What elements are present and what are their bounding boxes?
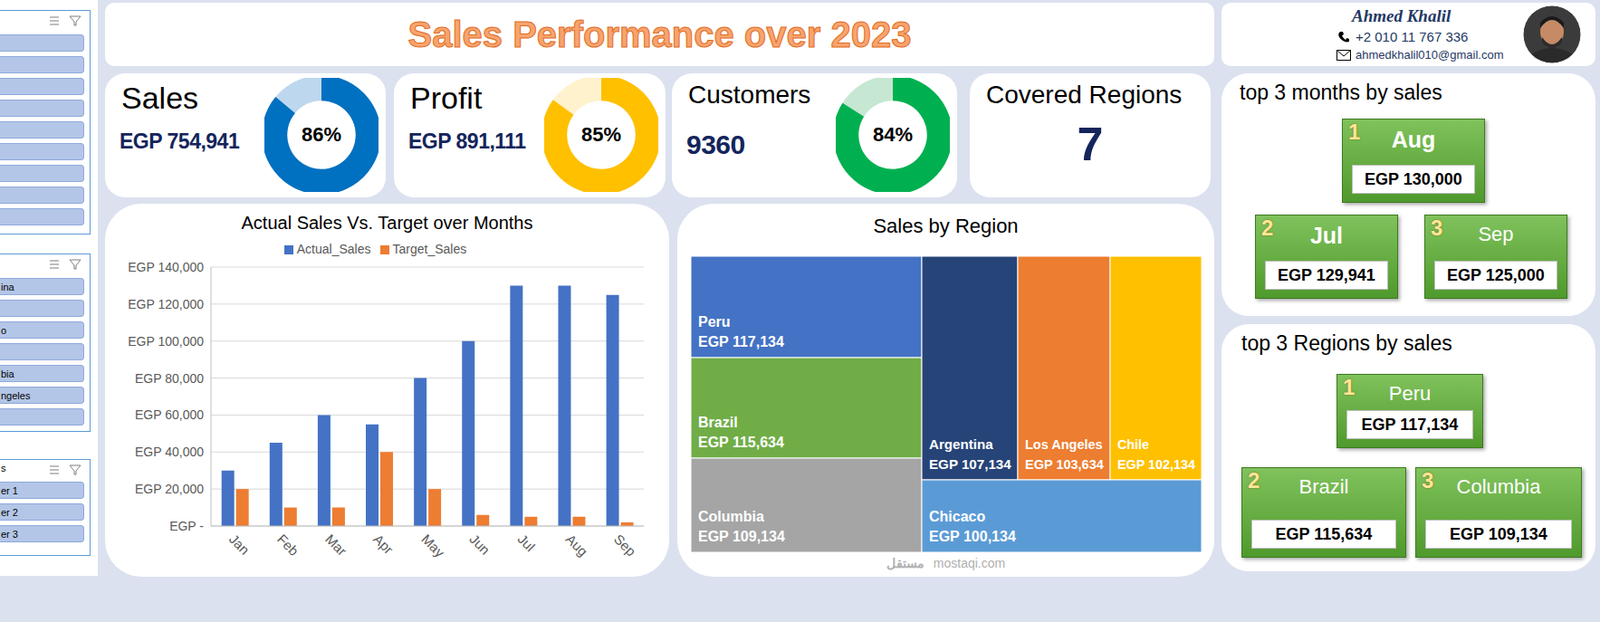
html-text:Sales by Region: Sales by Region [873, 214, 1019, 238]
svg-text:Jul: Jul [515, 531, 539, 556]
svg-text:EGP 107,134: EGP 107,134 [929, 456, 1012, 472]
html-text:EGP 891,111: EGP 891,111 [408, 129, 526, 154]
html-text:EGP 129,941: EGP 129,941 [1277, 266, 1376, 285]
html-text:ahmedkhalil010@gmail.com: ahmedkhalil010@gmail.com [1355, 47, 1504, 62]
svg-text:Los Angeles: Los Angeles [1025, 437, 1103, 452]
svg-text:Brazil: Brazil [698, 414, 738, 431]
svg-text:Peru: Peru [698, 314, 731, 330]
html-text:Aug: Aug [1391, 126, 1436, 153]
svg-text:EGP 80,000: EGP 80,000 [134, 371, 204, 386]
html-text:2: 2 [1247, 468, 1260, 493]
html-text:mostaqi.com: mostaqi.com [933, 555, 1006, 571]
html-text:3: 3 [1430, 215, 1443, 240]
html-text:9360: 9360 [686, 129, 746, 160]
html-text:Customers: Customers [688, 80, 811, 109]
html-text:3: 3 [1421, 468, 1434, 493]
html-text:Profit: Profit [410, 80, 483, 115]
html-text:86%: 86% [301, 123, 342, 146]
svg-text:Feb: Feb [274, 531, 302, 559]
html-text:er 1: er 1 [0, 485, 19, 497]
html-text:er 3: er 3 [0, 528, 19, 540]
html-text:ngeles: ngeles [0, 390, 31, 402]
svg-text:EGP 60,000: EGP 60,000 [134, 407, 204, 422]
svg-text:May: May [418, 531, 448, 561]
html-text:EGP 130,000: EGP 130,000 [1364, 170, 1463, 189]
html-text:EGP 115,634: EGP 115,634 [1275, 525, 1373, 544]
svg-text:EGP 102,134: EGP 102,134 [1117, 457, 1196, 472]
svg-text:EGP 40,000: EGP 40,000 [134, 444, 204, 460]
html-text:1: 1 [1348, 119, 1361, 144]
svg-text:EGP 109,134: EGP 109,134 [698, 528, 786, 545]
svg-text:Jun: Jun [466, 531, 493, 558]
html-text:7: 7 [1077, 117, 1104, 171]
html-text:bia: bia [0, 368, 15, 380]
html-text:85%: 85% [581, 123, 622, 146]
html-text:2: 2 [1261, 215, 1274, 240]
html-text:Ahmed Khalil: Ahmed Khalil [1351, 6, 1451, 26]
html-text:Covered Regions: Covered Regions [986, 80, 1182, 109]
html-text:Brazil: Brazil [1298, 475, 1349, 499]
html-text:Actual_Sales: Actual_Sales [296, 241, 371, 257]
html-text:er 2: er 2 [0, 507, 19, 518]
svg-text:EGP -: EGP - [169, 518, 204, 534]
html-text:Sales Performance over 2023: Sales Performance over 2023 [407, 14, 912, 54]
svg-text:Chicaco: Chicaco [929, 508, 986, 525]
html-text:top 3 months by sales: top 3 months by sales [1239, 80, 1443, 105]
html-text:EGP 754,941: EGP 754,941 [119, 129, 240, 154]
svg-text:EGP 117,134: EGP 117,134 [698, 334, 785, 350]
svg-text:EGP 100,134: EGP 100,134 [929, 528, 1016, 545]
svg-text:EGP 115,634: EGP 115,634 [698, 434, 785, 451]
html-text:Actual Sales Vs. Target over M: Actual Sales Vs. Target over Months [241, 212, 533, 233]
svg-text:Columbia: Columbia [698, 508, 765, 525]
html-text:top 3 Regions by sales: top 3 Regions by sales [1241, 331, 1453, 355]
html-text:+2 010 11 767 336: +2 010 11 767 336 [1355, 28, 1469, 45]
html-text:84%: 84% [872, 123, 913, 146]
svg-text:Argentina: Argentina [929, 436, 994, 452]
html-text:ina: ina [0, 281, 15, 293]
svg-text:Apr: Apr [370, 531, 397, 558]
html-text:EGP 125,000: EGP 125,000 [1447, 266, 1545, 285]
html-text:مستقل: مستقل [886, 555, 925, 571]
html-text:Target_Sales: Target_Sales [392, 241, 467, 257]
svg-text:Sep: Sep [611, 531, 640, 560]
svg-text:EGP 103,634: EGP 103,634 [1025, 457, 1104, 472]
html-text:o: o [0, 325, 7, 336]
svg-text:EGP 20,000: EGP 20,000 [134, 481, 204, 497]
html-text:Columbia: Columbia [1456, 475, 1541, 499]
html-text:EGP 117,134: EGP 117,134 [1361, 415, 1459, 434]
html-text:EGP 109,134: EGP 109,134 [1449, 525, 1548, 544]
svg-text:Jan: Jan [226, 531, 253, 558]
svg-text:Chile: Chile [1117, 437, 1150, 452]
html-text:Sales: Sales [121, 80, 199, 115]
html-text:Sep: Sep [1478, 222, 1514, 246]
svg-text:EGP 100,000: EGP 100,000 [127, 334, 204, 349]
svg-text:EGP 140,000: EGP 140,000 [127, 259, 204, 275]
html-text:Peru: Peru [1388, 382, 1431, 405]
html-text:s: s [0, 462, 6, 474]
svg-text:EGP 120,000: EGP 120,000 [127, 297, 204, 312]
html-text:1: 1 [1342, 374, 1355, 400]
html-text:Jul: Jul [1310, 222, 1343, 249]
svg-text:Aug: Aug [563, 531, 592, 560]
svg-text:Mar: Mar [322, 531, 350, 559]
